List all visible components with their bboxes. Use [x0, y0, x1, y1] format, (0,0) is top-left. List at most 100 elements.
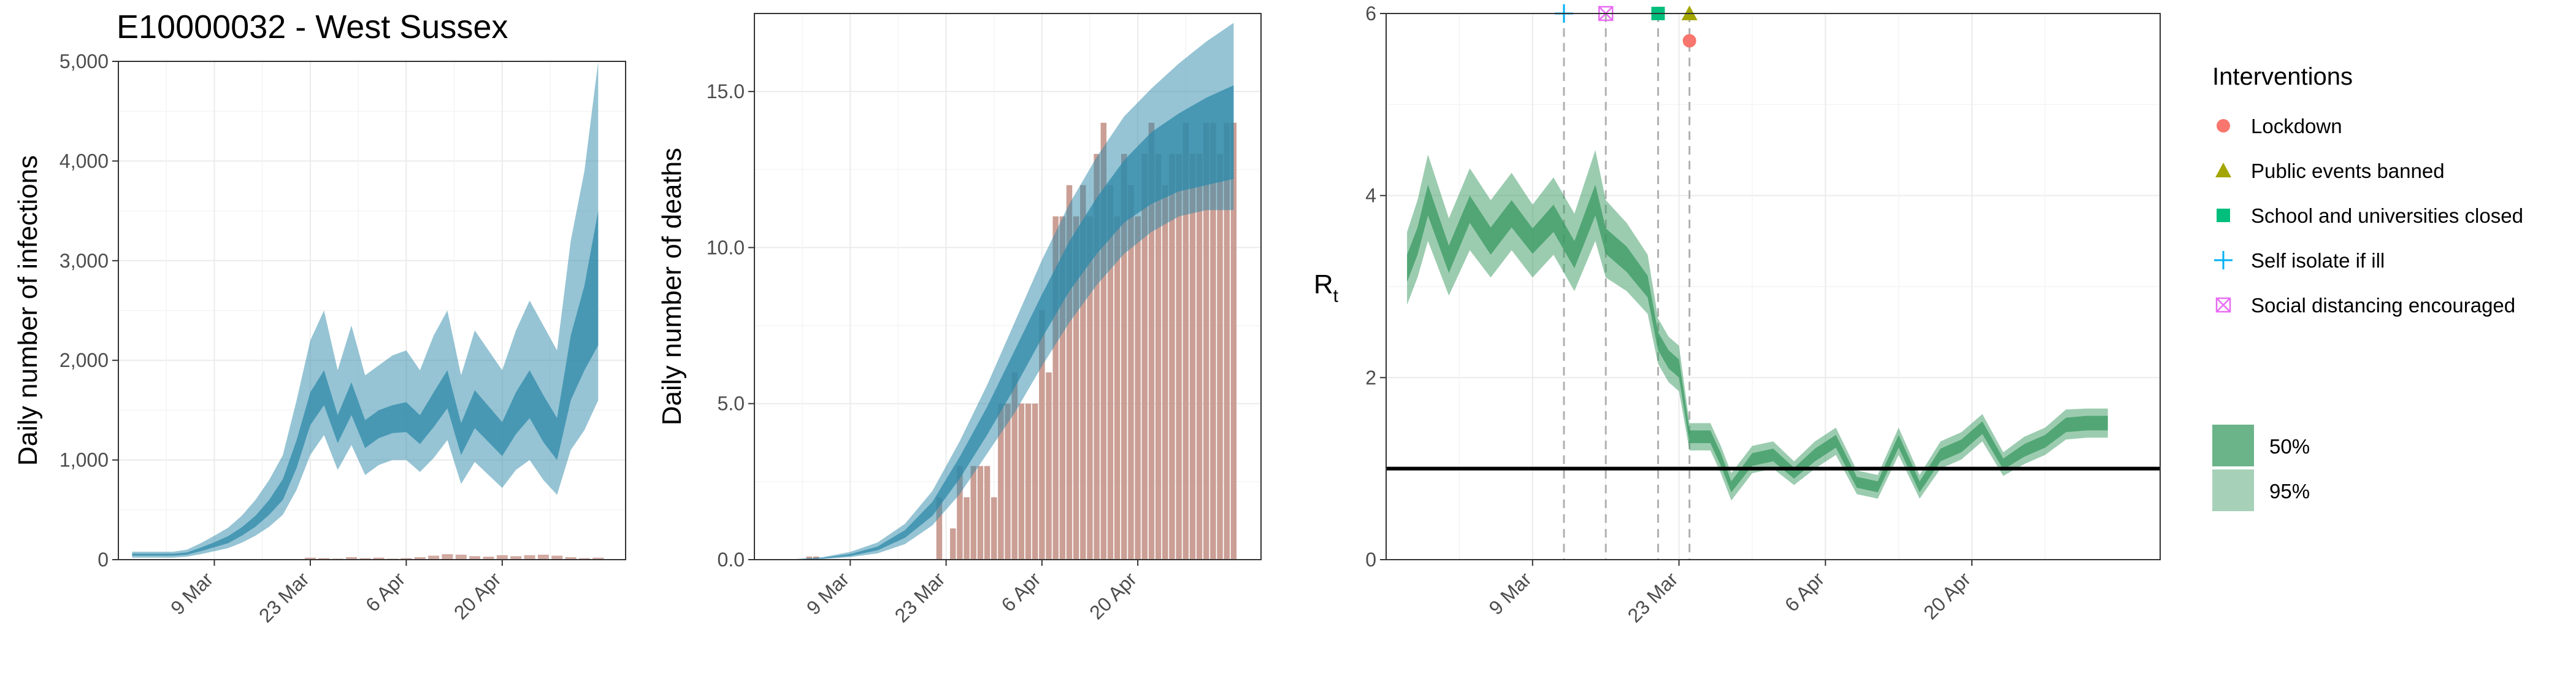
observed-deaths-bar [1018, 403, 1025, 560]
deaths-y-axis-title: Daily number of deaths [657, 148, 687, 425]
observed-deaths-bar [1087, 216, 1093, 560]
observed-deaths-bar [936, 497, 943, 560]
observed-deaths-bar [1025, 403, 1032, 560]
deaths-ci95-band [795, 23, 1234, 560]
intervention-marker-circle [1682, 34, 1696, 48]
infections-y-ticks: 0 1,000 2,000 3,000 4,000 5,000 [59, 50, 118, 571]
rt-plot-border [1386, 13, 2161, 560]
legend-credible-intervals: 50% 95% [2212, 425, 2310, 511]
observed-deaths-bar [1224, 123, 1230, 560]
legend-square-icon [2217, 209, 2230, 222]
legend-ci-swatch [2212, 469, 2254, 511]
observed-deaths-bar [970, 466, 976, 560]
rt-credible-bands [1407, 150, 2108, 501]
observed-infections-bar [318, 558, 330, 560]
legend-triangle-icon [2215, 163, 2231, 177]
observed-deaths-bar [1176, 153, 1182, 560]
observed-deaths-bar [1066, 185, 1073, 560]
deaths-ci50-band [795, 85, 1234, 560]
observed-infections-bar [401, 558, 412, 560]
observed-infections-bar [510, 556, 522, 560]
y-tick-label: 1,000 [59, 449, 109, 471]
legend-boxed-cross-icon [2215, 297, 2231, 313]
y-tick-label: 0.0 [718, 549, 745, 571]
legend-circle-icon [2217, 119, 2230, 133]
observed-infections-bar [414, 557, 426, 560]
observed-deaths-bar [1094, 153, 1100, 560]
y-tick-label: 0 [98, 549, 109, 571]
observed-deaths-bar [998, 403, 1004, 560]
observed-deaths-bar [991, 497, 997, 560]
legend-title: Interventions [2212, 63, 2353, 90]
observed-deaths-bar [1203, 123, 1209, 560]
legend-plus-icon [2214, 251, 2233, 269]
y-tick-label: 3,000 [59, 250, 109, 272]
observed-deaths-bar [1230, 123, 1237, 560]
y-tick-label: 2,000 [59, 349, 109, 371]
observed-infections-bar [345, 557, 357, 560]
observed-deaths-bar [1046, 372, 1052, 560]
observed-deaths-bar [1169, 153, 1175, 560]
y-tick-label: 4 [1365, 185, 1376, 207]
observed-infections-bar [592, 557, 604, 560]
observed-infections-bar [483, 557, 494, 560]
observed-infections-bar [442, 554, 453, 560]
observed-deaths-bar [1128, 185, 1134, 560]
observed-deaths-bar [1155, 153, 1162, 560]
observed-deaths-bar [1217, 153, 1223, 560]
observed-deaths-bar [1183, 123, 1189, 560]
legend-ci-label: 50% [2269, 435, 2310, 458]
observed-infections-bar [537, 554, 549, 560]
infections-plot-border [118, 61, 626, 560]
observed-deaths-bar [1011, 372, 1018, 560]
observed-deaths-bar [1100, 123, 1107, 560]
legend-intervention-label: Social distancing encouraged [2251, 294, 2515, 317]
observed-infections-bar [524, 555, 535, 560]
observed-infections-bar [304, 557, 316, 560]
observed-deaths-bar [1210, 123, 1216, 560]
infections-observed-bars [304, 554, 604, 560]
observed-infections-bar [428, 555, 440, 560]
legend-ci-label: 95% [2269, 480, 2310, 503]
observed-infections-bar [455, 554, 467, 560]
observed-deaths-bar [1121, 153, 1127, 560]
y-tick-label: 5,000 [59, 50, 109, 72]
deaths-panel: 0.05.010.015.0 9 Mar 23 Mar 6 Apr 20 Apr Da… [657, 13, 1262, 627]
y-tick-label: 6 [1365, 2, 1376, 25]
observed-deaths-bar [1039, 310, 1045, 560]
observed-deaths-bar [1059, 216, 1066, 560]
observed-deaths-bar [1005, 403, 1011, 560]
observed-infections-bar [469, 556, 481, 560]
deaths-y-ticks: 0.0 5.0 10.0 15.0 [707, 80, 754, 571]
observed-infections-bar [551, 555, 563, 560]
legend-intervention-label: School and universities closed [2251, 204, 2523, 227]
observed-infections-bar [359, 558, 371, 560]
observed-deaths-bar [977, 466, 984, 560]
figure-title: E10000032 - West Sussex [117, 9, 508, 45]
observed-deaths-bar [1080, 185, 1086, 560]
legend-ci-swatch [2212, 425, 2254, 466]
rt-ci50-band [1407, 184, 2108, 493]
observed-infections-bar [373, 557, 385, 560]
observed-deaths-bar [1114, 216, 1121, 560]
legend-interventions: Lockdown Public events banned School and u… [2214, 115, 2523, 317]
y-tick-label: 15.0 [707, 80, 745, 102]
y-tick-label: 0 [1365, 549, 1376, 571]
observed-deaths-bar [1107, 185, 1114, 560]
observed-deaths-bar [1073, 216, 1079, 560]
observed-deaths-bar [1162, 185, 1168, 560]
observed-deaths-bar [949, 528, 956, 560]
y-tick-label: 2 [1365, 366, 1376, 388]
observed-deaths-bar [1141, 153, 1148, 560]
observed-infections-bar [565, 557, 577, 560]
observed-deaths-bar [1032, 403, 1038, 560]
deaths-plot-border [754, 13, 1262, 560]
observed-deaths-bar [1052, 216, 1059, 560]
y-tick-label: 4,000 [59, 150, 109, 172]
observed-infections-bar [578, 558, 590, 560]
deaths-credible-bands [795, 23, 1234, 560]
rt-y-ticks: 0 2 4 6 [1365, 2, 1386, 571]
y-tick-label: 5.0 [718, 393, 745, 415]
